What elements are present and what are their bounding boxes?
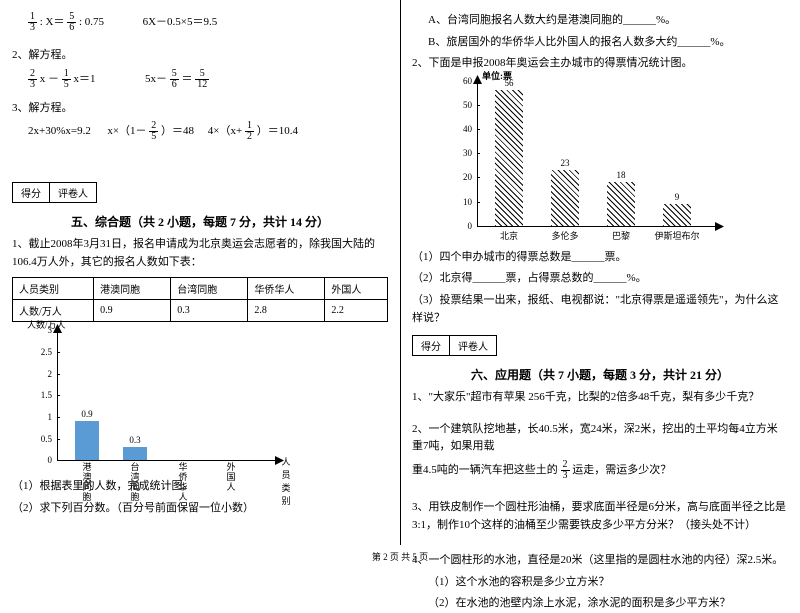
sub-question: （2）北京得______票，占得票总数的______%。 [412, 270, 788, 288]
table-cell: 0.9 [94, 300, 171, 322]
table-header: 华侨华人 [248, 278, 325, 300]
sub-question-b: B、旅居国外的华侨华人比外国人的报名人数多大约______%。 [412, 34, 788, 52]
table-cell: 2.8 [248, 300, 325, 322]
right-column: A、台湾同胞报名人数大约是港澳同胞的______%。 B、旅居国外的华侨华人比外… [400, 0, 800, 550]
table-cell: 0.3 [171, 300, 248, 322]
section-5-title: 五、综合题（共 2 小题，每题 7 分，共计 14 分） [12, 213, 388, 230]
score-label: 得分 [13, 183, 50, 202]
score-box: 得分 评卷人 [12, 182, 97, 203]
data-table: 人员类别 港澳同胞 台湾同胞 华侨华人 外国人 人数/万人 0.9 0.3 2.… [12, 277, 388, 322]
sub-question: （1）根据表里的人数，完成统计图。 [12, 478, 388, 496]
q2-text: 2、下面是申报2008年奥运会主办城市的得票情况统计图。 [412, 55, 788, 73]
application-q2a: 2、一个建筑队挖地基，长40.5米，宽24米，深2米，挖出的土平均每4立方米重7… [412, 421, 788, 456]
grader-label: 评卷人 [450, 336, 496, 355]
table-header: 外国人 [325, 278, 388, 300]
table-cell: 2.2 [325, 300, 388, 322]
application-q1: 1、"大家乐"超市有苹果 256千克，比梨的2倍多48千克，梨有多少千克？ [412, 389, 788, 407]
eq-text: 6X－0.5×5＝9.5 [143, 16, 218, 28]
column-divider [400, 0, 401, 545]
table-row: 人员类别 港澳同胞 台湾同胞 华侨华人 外国人 [13, 278, 388, 300]
score-box: 得分 评卷人 [412, 335, 497, 356]
equation-row: 13 : X＝ 56 : 0.75 6X－0.5×5＝9.5 [12, 12, 388, 33]
page-footer: 第 2 页 共 5 页 [0, 550, 800, 563]
bar-chart-1: 人数/万人 人员类别 00.511.522.530.9港澳同胞0.3台湾同胞华侨… [32, 330, 292, 470]
grader-label: 评卷人 [50, 183, 96, 202]
sub-question: （1）四个申办城市的得票总数是______票。 [412, 249, 788, 267]
table-header: 港澳同胞 [94, 278, 171, 300]
q3-label: 3、解方程。 [12, 100, 388, 118]
application-q3: 3、用铁皮制作一个圆柱形油桶，要求底面半径是6分米，高与底面半径之比是3:1，制… [412, 499, 788, 534]
left-column: 13 : X＝ 56 : 0.75 6X－0.5×5＝9.5 2、解方程。 23… [0, 0, 400, 550]
eq-text: 2x+30%x=9.2 [28, 125, 91, 137]
sub-question: （3）投票结果一出来，报纸、电视都说："北京得票是遥遥领先"，为什么这样说？ [412, 292, 788, 327]
x-axis-label: 人员类别 [280, 455, 292, 507]
table-header: 人员类别 [13, 278, 94, 300]
application-q2b: 重4.5吨的一辆汽车把这些土的 23 运走，需运多少次？ [412, 460, 788, 481]
application-q4a: （1）这个水池的容积是多少立方米？ [412, 574, 788, 592]
table-row: 人数/万人 0.9 0.3 2.8 2.2 [13, 300, 388, 322]
q2-label: 2、解方程。 [12, 47, 388, 65]
score-label: 得分 [413, 336, 450, 355]
equation-row: 2x+30%x=9.2 x×（1－ 25 ）＝48 4×（x+ 12 ）＝10.… [12, 121, 388, 142]
table-header: 台湾同胞 [171, 278, 248, 300]
section-6-title: 六、应用题（共 7 小题，每题 3 分，共计 21 分） [412, 366, 788, 383]
bar-chart-2: 单位:票 010203040506056北京23多伦多18巴黎9伊斯坦布尔 [452, 81, 732, 241]
application-q4b: （2）在水池的池壁内涂上水泥，涂水泥的面积是多少平方米？ [412, 595, 788, 613]
equation-row: 23 x － 15 x＝1 5x－ 56 ＝ 512 [12, 69, 388, 90]
q1-text: 1、截止2008年3月31日，报名申请成为北京奥运会志愿者的，除我国大陆的106… [12, 236, 388, 271]
sub-question-a: A、台湾同胞报名人数大约是港澳同胞的______%。 [412, 12, 788, 30]
sub-question: （2）求下列百分数。（百分号前面保留一位小数） [12, 500, 388, 518]
